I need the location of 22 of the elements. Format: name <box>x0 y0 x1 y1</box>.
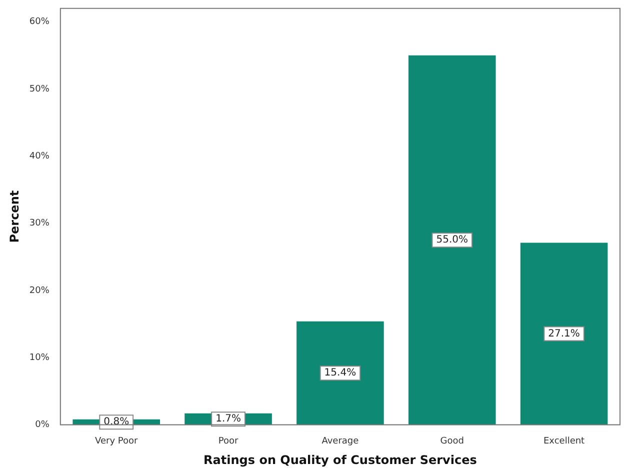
y-axis-title: Percent <box>7 190 22 243</box>
data-label: 27.1% <box>548 328 580 340</box>
x-tick-label: Poor <box>218 436 238 447</box>
bar <box>520 242 608 425</box>
bar <box>296 321 384 425</box>
x-tick-label: Good <box>440 436 464 447</box>
data-label: 55.0% <box>436 234 468 246</box>
x-tick-label: Very Poor <box>95 436 138 447</box>
x-axis-title: Ratings on Quality of Customer Services <box>204 452 477 467</box>
data-label: 1.7% <box>216 414 241 425</box>
data-label: 0.8% <box>104 416 130 428</box>
x-tick-label: Excellent <box>543 436 586 447</box>
y-tick-label: 20% <box>29 286 50 296</box>
y-tick-label: 0% <box>35 420 50 430</box>
y-tick-label: 40% <box>29 152 50 162</box>
y-tick-label: 30% <box>29 218 50 229</box>
x-tick-label: Average <box>322 436 360 447</box>
y-tick-label: 60% <box>29 17 50 28</box>
bar <box>408 55 496 425</box>
data-label: 15.4% <box>324 368 356 379</box>
y-tick-label: 10% <box>29 352 50 363</box>
y-tick-label: 50% <box>29 84 50 94</box>
